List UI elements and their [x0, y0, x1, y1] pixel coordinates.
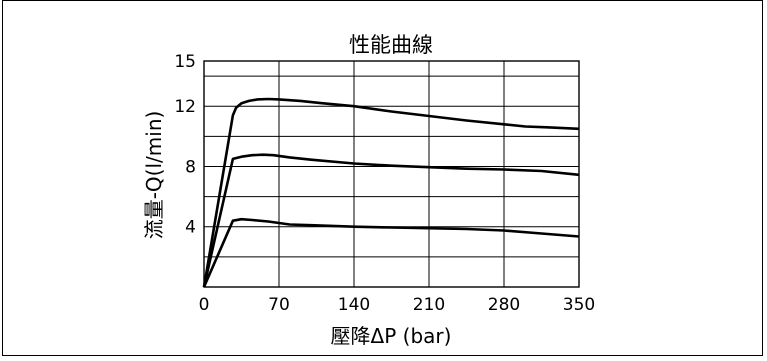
series-line-1	[202, 97, 580, 288]
x-tick-label: 280	[488, 295, 520, 315]
chart-title: 性能曲線	[349, 33, 433, 57]
y-tick-label: 12	[174, 97, 196, 117]
series-line-2	[202, 153, 580, 288]
x-tick-label: 350	[563, 295, 595, 315]
x-tick-label: 70	[268, 295, 290, 315]
x-tick-labels: 0 70 140 210 280 350	[199, 295, 596, 315]
y-axis-label: 流量-Q(l/min)	[142, 111, 166, 240]
x-axis-label: 壓降ΔP (bar)	[331, 324, 452, 348]
x-tick-label: 0	[199, 295, 210, 315]
y-tick-label: 15	[174, 52, 196, 72]
x-tick-label: 140	[338, 295, 370, 315]
series-line-3	[202, 217, 580, 288]
y-tick-labels: 4 8 12 15	[174, 52, 196, 238]
series-group	[202, 97, 580, 288]
plot-area-border	[203, 60, 580, 288]
x-tick-label: 210	[413, 295, 445, 315]
grid	[203, 60, 580, 288]
y-tick-label: 4	[185, 218, 196, 238]
chart-frame	[2, 0, 763, 356]
y-tick-label: 8	[185, 157, 196, 177]
